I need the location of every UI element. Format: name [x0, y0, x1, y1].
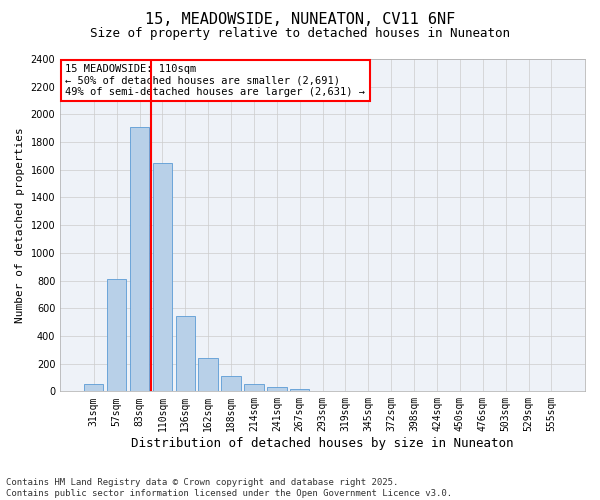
Bar: [267, 387, 287, 392]
Bar: [84, 384, 103, 392]
Y-axis label: Number of detached properties: Number of detached properties: [15, 128, 25, 323]
Text: 15 MEADOWSIDE: 110sqm
← 50% of detached houses are smaller (2,691)
49% of semi-d: 15 MEADOWSIDE: 110sqm ← 50% of detached …: [65, 64, 365, 97]
Text: Contains HM Land Registry data © Crown copyright and database right 2025.
Contai: Contains HM Land Registry data © Crown c…: [6, 478, 452, 498]
Bar: [221, 376, 241, 392]
Bar: [290, 390, 310, 392]
Bar: [313, 390, 332, 392]
Bar: [244, 384, 263, 392]
Bar: [199, 358, 218, 392]
Text: Size of property relative to detached houses in Nuneaton: Size of property relative to detached ho…: [90, 28, 510, 40]
X-axis label: Distribution of detached houses by size in Nuneaton: Distribution of detached houses by size …: [131, 437, 514, 450]
Bar: [107, 279, 127, 392]
Bar: [152, 163, 172, 392]
Text: 15, MEADOWSIDE, NUNEATON, CV11 6NF: 15, MEADOWSIDE, NUNEATON, CV11 6NF: [145, 12, 455, 28]
Bar: [176, 316, 195, 392]
Bar: [130, 127, 149, 392]
